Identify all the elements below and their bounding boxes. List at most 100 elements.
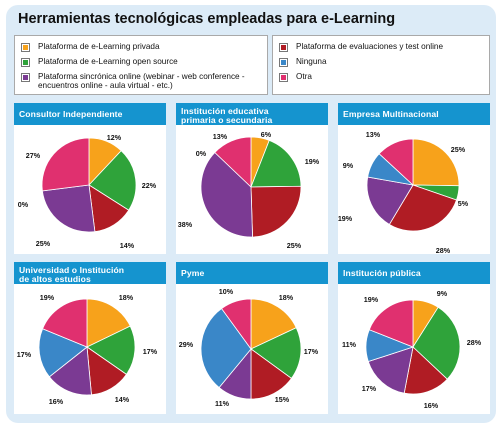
panel-title: Consultor Independiente xyxy=(19,109,164,119)
pie-chart-consultor: 12% 22% 14% 25% 0% 27% xyxy=(18,133,157,250)
pie-panel-universidad: Universidad o Institución de altos estudi… xyxy=(14,262,166,414)
slice-label-sincronica: 17% xyxy=(362,384,377,393)
legend-item-privada: Plataforma de e-Learning privada xyxy=(21,42,160,52)
slice-label-ninguna: 29% xyxy=(179,340,194,349)
yellow-square-icon xyxy=(21,43,30,52)
pie-slice-privada xyxy=(412,138,460,187)
pie-slice-open-source xyxy=(412,306,461,380)
slice-label-privada: 6% xyxy=(261,130,272,139)
pie-panel-institucion-educativa: Institución educativa primaria o secundar… xyxy=(176,103,328,254)
pie-slice-ninguna xyxy=(200,307,252,389)
legend-label: Ninguna xyxy=(296,57,327,66)
slice-label-privada: 25% xyxy=(451,145,466,154)
legend-item-evaluaciones: Plataforma de evaluaciones y test online xyxy=(279,42,443,52)
slice-label-open-source: 22% xyxy=(142,181,157,190)
panel-title-line: de altos estudios xyxy=(19,274,91,285)
slice-label-sincronica: 38% xyxy=(178,220,193,229)
blue-square-icon xyxy=(279,58,288,67)
slice-label-sincronica: 11% xyxy=(215,399,230,408)
legend-label: Plataforma de evaluaciones y test online xyxy=(296,42,444,51)
pie-slice-otra xyxy=(41,137,90,192)
slice-label-sincronica: 16% xyxy=(49,397,64,406)
chart-title: Herramientas tecnológicas empleadas para… xyxy=(18,11,396,27)
panel-title-line: primaria o secundaria xyxy=(181,115,273,126)
slice-label-ninguna: 0% xyxy=(18,200,29,209)
pie-panel-pyme: Pyme 18% 17% 15% 11% 29% 10% xyxy=(176,262,328,414)
pie-slice-open-source xyxy=(88,150,137,211)
slice-label-ninguna: 9% xyxy=(343,161,354,170)
pie-slice-privada xyxy=(86,298,131,348)
slice-label-otra: 19% xyxy=(40,293,55,302)
panel-header xyxy=(338,103,490,125)
pie-slice-sincronica xyxy=(367,346,414,394)
slice-label-sincronica: 19% xyxy=(338,214,353,223)
pie-slice-sincronica xyxy=(48,346,92,396)
panel-title-line: Institución educativa xyxy=(181,106,269,116)
slice-label-evaluaciones: 25% xyxy=(287,241,302,250)
slice-label-privada: 12% xyxy=(107,133,122,142)
slice-label-sincronica: 25% xyxy=(36,239,51,248)
pie-slice-open-source xyxy=(250,327,302,379)
pie-chart-empresa-multinacional: 25% 5% 28% 19% 9% 13% xyxy=(338,130,469,254)
pie-panel-empresa-multinacional: Empresa Multinacional 25% 5% 28% 19% 9% 13% xyxy=(338,103,490,254)
green-square-icon xyxy=(21,58,30,67)
slice-label-open-source: 19% xyxy=(305,157,320,166)
pie-slice-otra xyxy=(378,138,414,186)
slice-label-otra: 13% xyxy=(366,130,381,139)
slice-label-evaluaciones: 15% xyxy=(275,395,290,404)
slice-label-open-source: 28% xyxy=(467,338,482,347)
pie-slice-sincronica xyxy=(41,184,96,233)
legend-label: Plataforma de e-Learning open source xyxy=(38,57,178,66)
panel-title: Institución educativa primaria o secundar… xyxy=(181,106,326,126)
pink-square-icon xyxy=(279,73,288,82)
panel-header xyxy=(176,262,328,284)
pie-panel-consultor: Consultor Independiente 12% 22% 14% 25% 0% 27… xyxy=(14,103,166,254)
pie-slice-otra xyxy=(368,299,414,348)
panel-title-line: Consultor Independiente xyxy=(19,109,123,119)
pie-slice-otra xyxy=(221,298,252,351)
pie-slice-otra xyxy=(214,136,252,188)
pie-slice-evaluaciones xyxy=(250,185,302,238)
pie-chart-universidad: 18% 17% 14% 16% 17% 19% xyxy=(17,293,158,406)
pie-slice-sincronica xyxy=(366,176,414,226)
pie-slice-open-source xyxy=(86,325,136,375)
slice-label-evaluaciones: 28% xyxy=(436,246,451,254)
slice-label-otra: 10% xyxy=(219,287,234,296)
slice-label-otra: 13% xyxy=(213,132,228,141)
legend-item-open-source: Plataforma de e-Learning open source xyxy=(21,57,178,67)
panel-title: Empresa Multinacional xyxy=(343,109,488,119)
red-square-icon xyxy=(279,43,288,52)
pie-chart-institucion-publica: 9% 28% 16% 17% 11% 19% xyxy=(342,289,482,410)
pie-slice-evaluaciones xyxy=(403,346,448,395)
slice-label-ninguna: 0% xyxy=(196,149,207,158)
legend-label: Otra xyxy=(296,72,312,81)
slice-label-evaluaciones: 14% xyxy=(115,395,130,404)
legend-label: Plataforma de e-Learning privada xyxy=(38,42,160,51)
panel-header xyxy=(14,262,166,284)
slice-label-ninguna: 11% xyxy=(342,340,357,349)
pie-slice-otra xyxy=(42,298,88,348)
pie-slice-open-source xyxy=(250,139,302,188)
slice-label-evaluaciones: 14% xyxy=(120,241,135,250)
pie-slice-ninguna xyxy=(38,328,88,378)
legend-label-line: encuentros online - aula virtual - etc.) xyxy=(38,81,173,90)
purple-square-icon xyxy=(21,73,30,82)
legend-left: Plataforma de e-Learning privada Platafo… xyxy=(14,35,268,95)
slice-label-ninguna: 17% xyxy=(17,350,32,359)
panel-title-line: Pyme xyxy=(181,268,205,278)
panel-header xyxy=(176,103,328,125)
legend-item-sincronica: Plataforma sincrónica online (webinar - … xyxy=(21,72,245,90)
pie-panel-institucion-publica: Institución pública 9% 28% 16% 17% 11% 19% xyxy=(338,262,490,414)
slice-label-privada: 9% xyxy=(437,289,448,298)
legend-label: Plataforma sincrónica online (webinar - … xyxy=(38,72,245,90)
slice-label-open-source: 5% xyxy=(458,199,469,208)
pie-chart-institucion-educativa: 6% 19% 25% 38% 0% 13% xyxy=(178,130,320,250)
pie-slice-sincronica xyxy=(200,151,253,238)
panel-header xyxy=(338,262,490,284)
slice-label-evaluaciones: 16% xyxy=(424,401,439,410)
panel-title: Pyme xyxy=(181,268,326,278)
slice-label-privada: 18% xyxy=(119,293,134,302)
legend-right: Plataforma de evaluaciones y test online… xyxy=(272,35,490,95)
pie-chart-pyme: 18% 17% 15% 11% 29% 10% xyxy=(179,287,319,408)
legend-item-ninguna: Ninguna xyxy=(279,57,327,67)
